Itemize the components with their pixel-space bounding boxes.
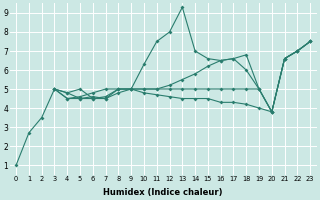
X-axis label: Humidex (Indice chaleur): Humidex (Indice chaleur) xyxy=(103,188,223,197)
